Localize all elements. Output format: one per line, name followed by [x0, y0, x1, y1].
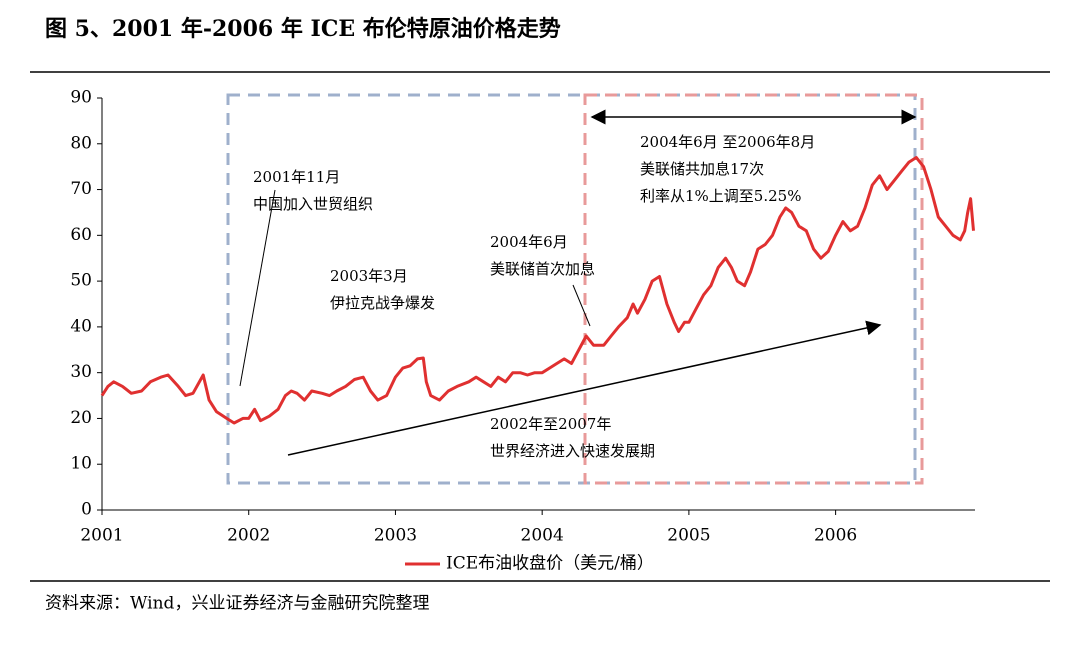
annotation: 世界经济进入快速发展期 — [490, 442, 655, 460]
x-tick-label: 2003 — [374, 526, 417, 546]
y-tick-label: 30 — [70, 362, 92, 382]
y-tick-label: 60 — [70, 225, 92, 245]
y-tick-label: 20 — [70, 408, 92, 428]
period-box — [226, 93, 917, 485]
source: 资料来源：Wind，兴业证券经济与金融研究院整理 — [45, 594, 429, 614]
annotation: 美联储共加息17次 — [640, 160, 764, 178]
annotation: 美联储首次加息 — [490, 260, 595, 278]
y-tick-label: 0 — [81, 500, 92, 520]
annotation: 利率从1%上调至5.25% — [640, 187, 801, 205]
annotation: 2003年3月 — [330, 267, 408, 285]
x-tick-label: 2001 — [80, 526, 123, 546]
pointer — [572, 284, 591, 327]
chart-title: 图 5、2001 年-2006 年 ICE 布伦特原油价格走势 — [45, 16, 561, 42]
annotation: 伊拉克战争爆发 — [330, 294, 435, 312]
y-tick-label: 50 — [70, 271, 92, 291]
annotation: 中国加入世贸组织 — [253, 195, 373, 213]
period-box — [583, 93, 924, 485]
x-tick-label: 2002 — [227, 526, 270, 546]
y-tick-label: 80 — [70, 133, 92, 153]
legend-label: ICE布油收盘价（美元/桶） — [446, 554, 654, 574]
x-tick-label: 2006 — [814, 526, 857, 546]
y-tick-label: 90 — [70, 88, 92, 108]
pointer — [239, 189, 276, 387]
y-tick-label: 40 — [70, 316, 92, 336]
annotation: 2002年至2007年 — [490, 415, 611, 433]
annotation: 2004年6月 — [490, 233, 568, 251]
x-tick-label: 2004 — [521, 526, 564, 546]
line-series — [100, 156, 975, 425]
y-tick-label: 70 — [70, 179, 92, 199]
y-tick-label: 10 — [70, 454, 92, 474]
arrow — [287, 320, 882, 456]
x-tick-label: 2005 — [667, 526, 710, 546]
annotation: 2001年11月 — [253, 168, 340, 186]
annotation: 2004年6月 至2006年8月 — [640, 133, 815, 151]
